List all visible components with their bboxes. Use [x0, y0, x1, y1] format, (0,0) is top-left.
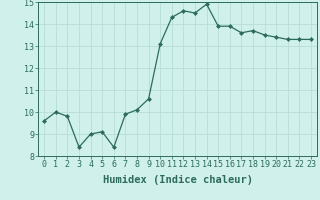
X-axis label: Humidex (Indice chaleur): Humidex (Indice chaleur) [103, 175, 252, 185]
